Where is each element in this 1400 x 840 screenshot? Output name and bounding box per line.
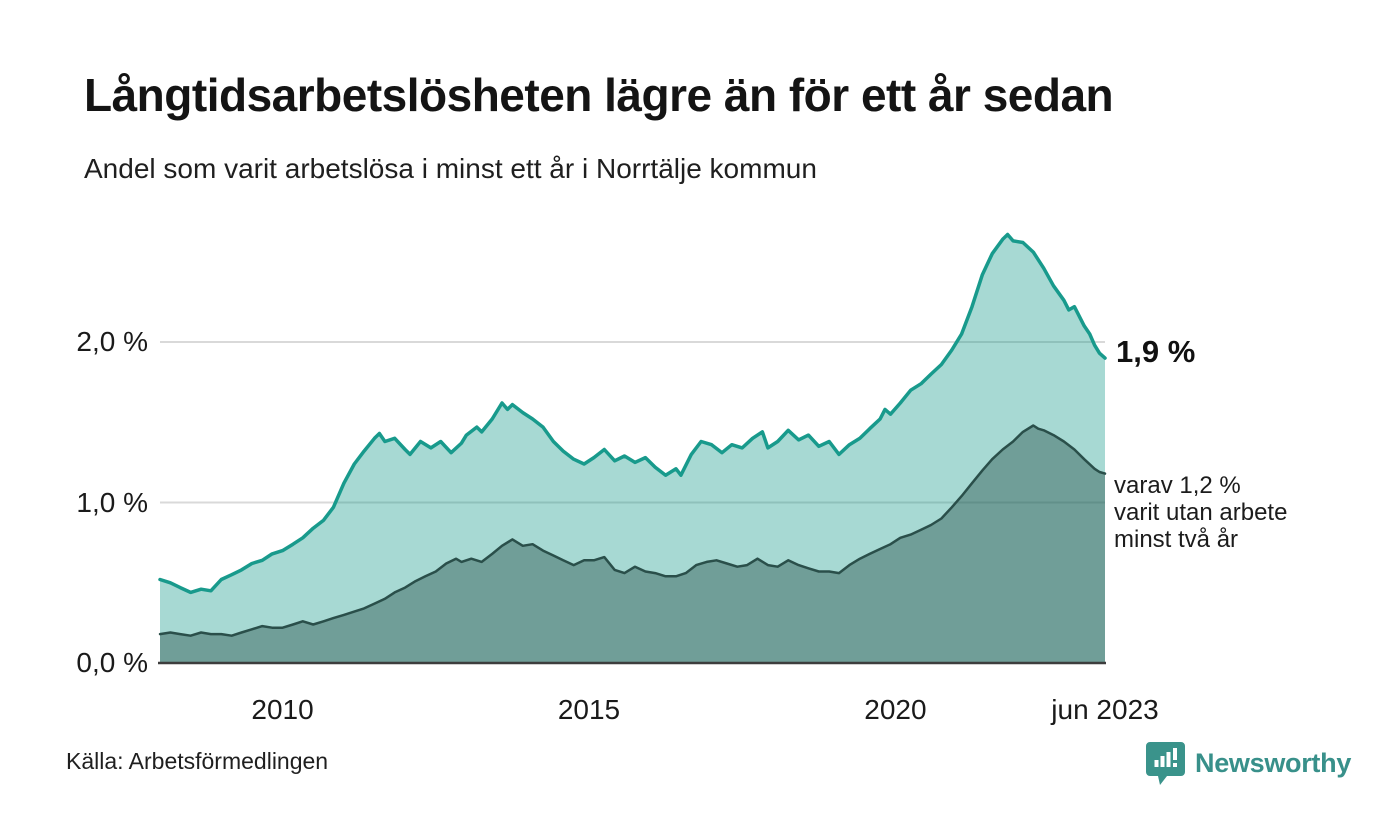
chart-subtitle: Andel som varit arbetslösa i minst ett å… xyxy=(84,153,817,184)
x-tick-label: 2015 xyxy=(557,694,621,725)
secondary-annotation: varav 1,2 % varit utan arbete minst två år xyxy=(1114,472,1394,553)
newsworthy-logo-icon xyxy=(1146,742,1185,785)
latest-value-label: 1,9 % xyxy=(1116,334,1196,369)
newsworthy-logo: Newsworthy xyxy=(1146,740,1351,786)
chart-title: Långtidsarbetslösheten lägre än för ett … xyxy=(84,69,1114,121)
secondary-annotation-line: varav 1,2 % xyxy=(1114,472,1241,499)
x-tick-label: 2020 xyxy=(864,694,927,725)
source-label: Källa: Arbetsförmedlingen xyxy=(66,748,329,774)
secondary-annotation-line: minst två år xyxy=(1114,526,1239,553)
y-tick-label: 2,0 % xyxy=(76,326,148,357)
secondary-annotation-line: varit utan arbete xyxy=(1114,499,1288,526)
y-tick-label: 0,0 % xyxy=(76,647,148,678)
y-tick-label: 1,0 % xyxy=(76,486,148,518)
x-tick-label: 2010 xyxy=(251,694,314,725)
x-tick-label: jun 2023 xyxy=(1051,694,1159,725)
newsworthy-logo-text: Newsworthy xyxy=(1195,747,1352,778)
